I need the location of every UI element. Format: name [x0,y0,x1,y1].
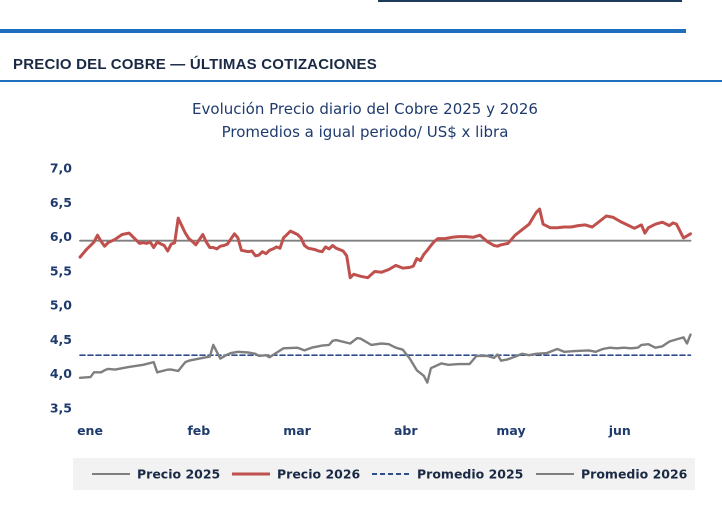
plot-area [78,207,692,384]
chart-title-line1: Evolución Precio diario del Cobre 2025 y… [192,100,538,118]
chart-title: Evolución Precio diario del Cobre 2025 y… [192,100,538,141]
series-line-precio-2026 [78,207,692,280]
y-tick-label: 4,0 [50,366,72,381]
y-tick-label: 5,0 [50,298,72,313]
chart-title-line2: Promedios a igual periodo/ US$ x libra [222,123,509,141]
x-tick-label-ene: ene [77,423,103,438]
y-tick-label: 5,5 [50,263,72,278]
y-tick-label: 6,5 [50,195,72,210]
top-blue-rule [0,29,686,33]
y-tick-label: 7,0 [50,161,72,176]
legend: Precio 2025 Precio 2026 Promedio 2025 Prome… [92,467,688,482]
x-tick-label-jun: jun [608,423,631,438]
y-axis: 3,5 4,0 4,5 5,0 5,5 6,0 6,5 7,0 [50,161,72,416]
section-rule [0,80,722,82]
section-title: PRECIO DEL COBRE — ÚLTIMAS COTIZACIONES [13,56,377,73]
series-line-precio-2025 [78,333,692,384]
legend-label-precio-2026: Precio 2026 [277,467,361,482]
x-tick-label-may: may [496,423,525,438]
y-tick-label: 6,0 [50,229,72,244]
legend-label-promedio-2026: Promedio 2026 [581,467,688,482]
x-axis: ene feb mar abr may jun [77,423,631,438]
x-tick-label-mar: mar [283,423,311,438]
x-tick-label-feb: feb [187,423,210,438]
y-tick-label: 3,5 [50,401,72,416]
y-tick-label: 4,5 [50,332,72,347]
top-accent-bar [378,0,682,2]
legend-label-precio-2025: Precio 2025 [137,467,220,482]
legend-label-promedio-2025: Promedio 2025 [417,467,523,482]
x-tick-label-abr: abr [394,423,418,438]
